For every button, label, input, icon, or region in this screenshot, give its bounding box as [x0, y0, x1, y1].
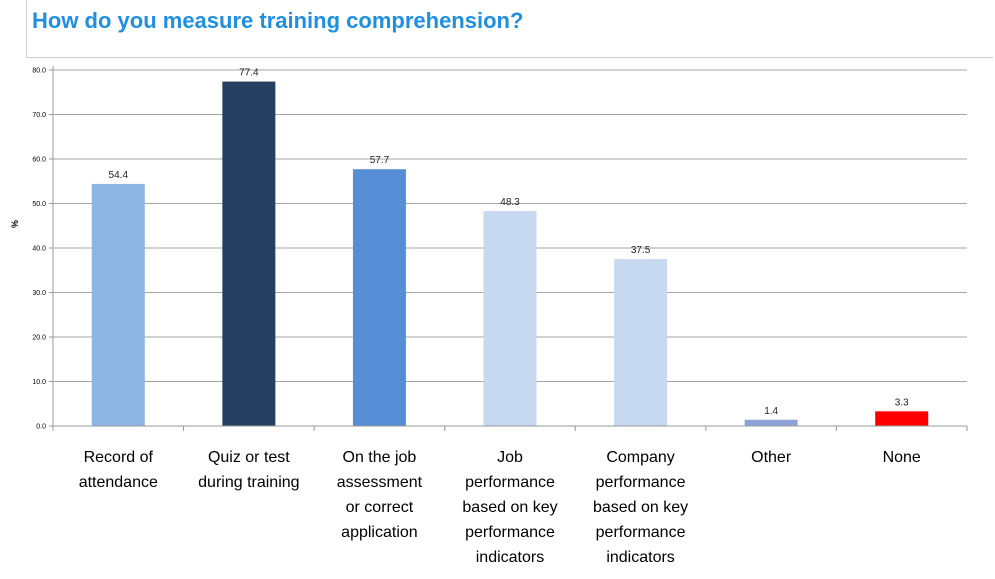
category-label-line: indicators — [606, 549, 674, 566]
category-label: Quiz or test during training — [198, 449, 299, 491]
y-axis: 0.0 10.0 20.0 30.0 40.0 50.0 60.0 70.0 80.0% — [10, 66, 54, 431]
category-label-line: attendance — [79, 474, 158, 491]
category-label-line: performance — [596, 474, 686, 491]
category-label: None — [883, 449, 921, 466]
data-label: 1.4 — [764, 406, 778, 417]
category-label-line: assessment — [337, 474, 423, 491]
y-tick-label: 40.0 — [32, 246, 46, 253]
category-label-line: Quiz or test — [208, 449, 290, 466]
data-label: 57.7 — [370, 155, 390, 166]
category-label: Other — [751, 449, 792, 466]
header-frame — [26, 0, 993, 58]
category-label-line: based on key — [593, 499, 688, 516]
x-axis: Record of attendance Quiz or test during tr… — [52, 425, 968, 566]
data-label: 54.4 — [109, 170, 129, 181]
bar — [222, 81, 276, 426]
bar — [91, 183, 145, 426]
category-label: Record of attendance — [79, 449, 158, 491]
category-label-line: Other — [751, 449, 792, 466]
data-label: 37.5 — [631, 245, 651, 256]
category-label-line: performance — [596, 524, 686, 541]
category-label: Job performance based on key performance ind… — [462, 449, 557, 566]
y-tick-label: 10.0 — [32, 379, 46, 386]
bars — [91, 81, 929, 427]
category-label-line: application — [341, 524, 418, 541]
y-tick-label: 20.0 — [32, 335, 46, 342]
bar — [875, 411, 929, 426]
y-tick-label: 80.0 — [32, 68, 46, 75]
category-label-line: based on key — [462, 499, 557, 516]
bar-chart: 0.0 10.0 20.0 30.0 40.0 50.0 60.0 70.0 80.0% 54.… — [10, 66, 968, 566]
category-label-line: Record of — [84, 449, 154, 466]
category-label-line: performance — [465, 524, 555, 541]
category-label-line: Job — [497, 449, 523, 466]
bar — [483, 211, 537, 426]
chart-title: How do you measure training comprehensio… — [32, 8, 524, 33]
y-tick-label: 30.0 — [32, 290, 46, 297]
category-label-line: indicators — [476, 549, 544, 566]
y-tick-label: 60.0 — [32, 157, 46, 164]
y-tick-label: 70.0 — [32, 112, 46, 119]
bar — [352, 169, 406, 427]
category-label-line: None — [883, 449, 921, 466]
data-label: 3.3 — [895, 397, 909, 408]
y-tick-label: 0.0 — [36, 424, 46, 431]
bar — [614, 259, 668, 426]
category-label-line: or correct — [346, 499, 414, 516]
bar — [744, 419, 798, 426]
category-label-line: On the job — [343, 449, 417, 466]
data-label: 77.4 — [239, 68, 259, 79]
y-tick-label: 50.0 — [32, 201, 46, 208]
category-label-line: during training — [198, 474, 299, 491]
category-label: Company performance based on key performanc… — [593, 449, 688, 566]
category-label-line: performance — [465, 474, 555, 491]
category-label-line: Company — [606, 449, 674, 466]
y-axis-label: % — [10, 220, 20, 228]
data-labels: 54.4 77.4 57.7 48.3 37.5 1.4 3.3 — [109, 68, 910, 417]
data-label: 48.3 — [500, 197, 520, 208]
category-label: On the job assessment or correct applicatio… — [337, 449, 423, 541]
